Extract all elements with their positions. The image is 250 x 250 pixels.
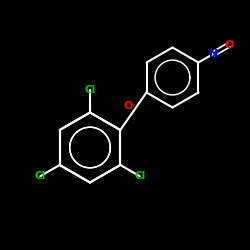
Text: Cl: Cl — [134, 171, 145, 181]
Text: N: N — [209, 49, 218, 59]
Text: O: O — [224, 40, 234, 50]
Text: O: O — [124, 101, 133, 111]
Text: Cl: Cl — [34, 171, 46, 181]
Text: Cl: Cl — [84, 85, 96, 95]
